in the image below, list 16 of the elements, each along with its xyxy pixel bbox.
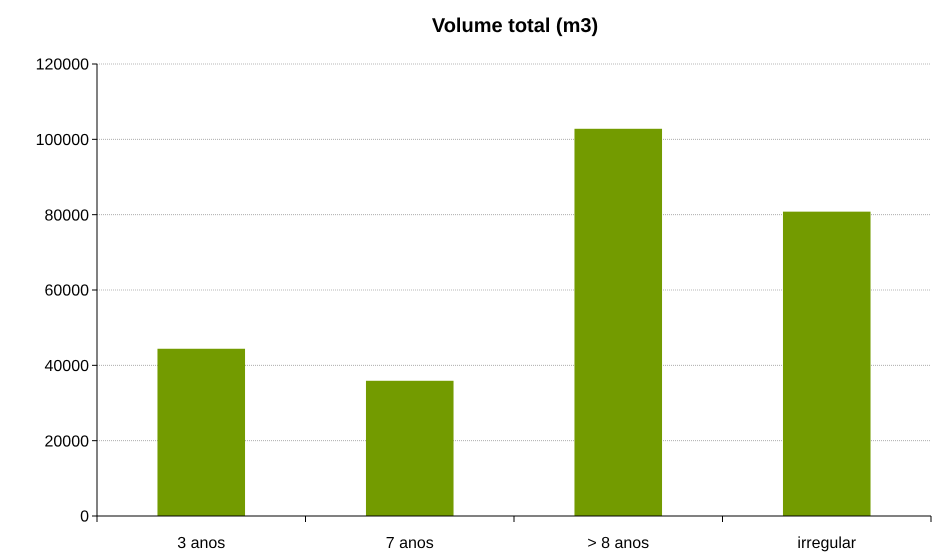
y-tick-label: 20000: [44, 433, 90, 450]
x-tick-label: 3 anos: [177, 535, 226, 552]
bar: [366, 380, 454, 516]
bar: [157, 348, 246, 516]
bar: [782, 212, 871, 516]
x-tick-label: irregular: [797, 535, 857, 552]
x-tick-label: > 8 anos: [587, 535, 650, 552]
y-tick-label: 120000: [36, 56, 90, 74]
y-tick-label: 60000: [44, 282, 90, 300]
y-tick-label: 80000: [44, 207, 90, 224]
y-tick-label: 0: [80, 508, 90, 526]
bar: [574, 128, 662, 516]
y-tick-label: 100000: [36, 132, 90, 149]
y-tick-label: 40000: [44, 358, 90, 375]
chart-title: Volume total (m3): [432, 15, 598, 37]
x-tick-label: 7 anos: [386, 535, 434, 552]
